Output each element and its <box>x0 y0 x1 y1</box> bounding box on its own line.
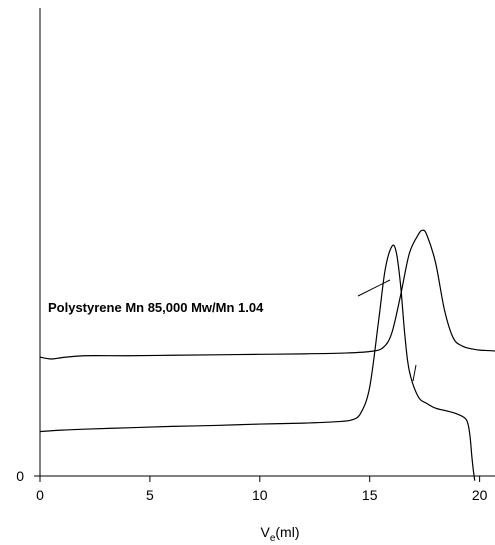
annotation-text: Polystyrene Mn 85,000 Mw/Mn 1.04 <box>48 300 264 315</box>
annotation-leader-line <box>357 279 391 297</box>
x-axis-title-subscript: e <box>270 533 276 544</box>
x-tick-label: 0 <box>36 487 44 503</box>
x-tick-label: 20 <box>472 487 488 503</box>
series-line-2 <box>39 244 476 481</box>
annotation-group: Polystyrene Mn 85,000 Mw/Mn 1.04 <box>48 279 417 382</box>
x-tick-label: 15 <box>362 487 378 503</box>
annotation-tick-mark <box>412 364 417 382</box>
series-line-1 <box>39 229 495 360</box>
series-group <box>39 229 495 481</box>
x-axis-title: Ve(ml) <box>260 524 299 544</box>
x-tick-label: 5 <box>146 487 154 503</box>
y-tick-group: 0 <box>16 468 40 484</box>
x-tick-label: 10 <box>252 487 268 503</box>
x-axis-title-rest: (ml) <box>275 524 299 540</box>
x-axis-title-main: V <box>260 524 270 540</box>
x-tick-group: 0 5 10 15 20 <box>36 476 488 503</box>
y-tick-label: 0 <box>16 468 24 484</box>
